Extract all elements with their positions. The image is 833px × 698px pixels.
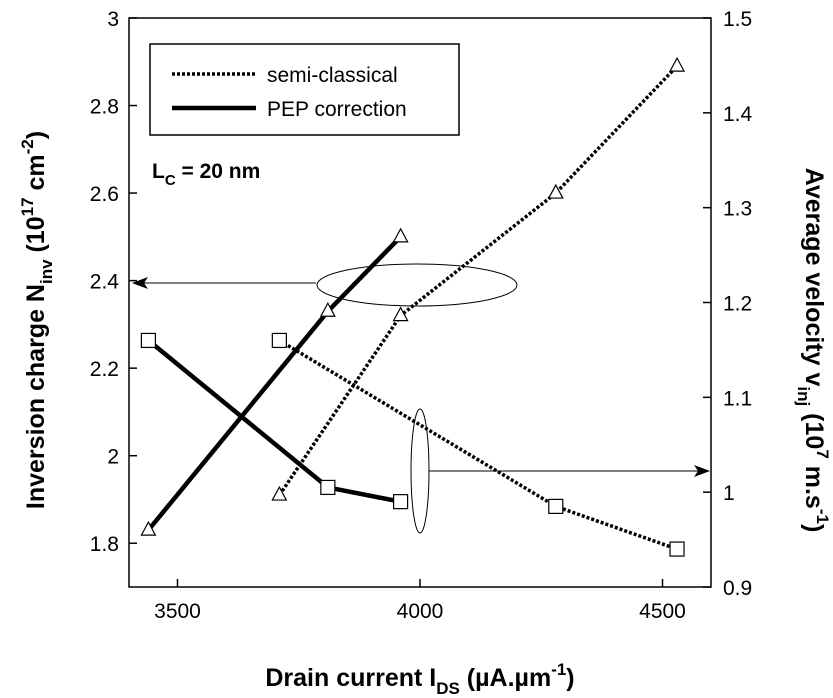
series-line-dotted-triangle <box>277 64 679 497</box>
triangle-marker <box>547 183 564 199</box>
square-marker <box>140 332 156 349</box>
y-left-axis-title: Inversion charge Ninv (1017 cm-2) <box>18 131 56 509</box>
callout-ellipse-left <box>316 263 518 307</box>
x-tick-label: 3500 <box>154 600 201 623</box>
square-marker <box>669 541 685 557</box>
legend: semi-classical PEP correction <box>149 43 460 136</box>
square-marker <box>393 494 409 510</box>
triangle-marker <box>669 56 686 72</box>
channel-length-annotation: LC = 20 nm <box>152 160 260 189</box>
y-left-tick-label: 3 <box>107 8 119 31</box>
square-marker <box>320 479 336 496</box>
y-right-axis-title: Average velocity vinj (107 m.s-1) <box>794 168 832 533</box>
y-left-tick-label: 2.4 <box>90 271 120 294</box>
y-right-tick-label: 1 <box>723 482 735 505</box>
right-axis-callout <box>410 408 710 534</box>
left-axis-callout <box>132 263 518 307</box>
triangle-marker <box>319 301 336 317</box>
y-left-tick-label: 2.8 <box>90 96 119 119</box>
legend-box <box>149 43 460 136</box>
y-right-tick-label: 1.1 <box>723 387 752 410</box>
tick-layer: 3500 4000 4500 1.8 2 2.2 2.4 2.6 2.8 3 0.9 1 1.1 1.2 1… <box>90 8 753 623</box>
x-tick-label: 4500 <box>639 600 686 623</box>
y-left-tick-label: 2.6 <box>90 183 119 206</box>
y-left-tick-label: 2.2 <box>90 358 119 381</box>
y-right-tick-label: 1.5 <box>723 8 752 31</box>
y-right-tick-label: 1.3 <box>723 198 752 221</box>
x-tick-label: 4000 <box>397 600 444 623</box>
y-left-tick-label: 2 <box>107 446 119 469</box>
arrow-left-icon <box>132 277 148 289</box>
legend-label-pep-correction: PEP correction <box>267 98 407 121</box>
triangle-marker <box>140 520 157 536</box>
y-left-tick-label: 1.8 <box>90 533 119 556</box>
triangle-marker <box>392 227 409 243</box>
triangle-marker <box>392 306 409 322</box>
legend-label-semi-classical: semi-classical <box>267 64 398 87</box>
square-marker <box>271 332 287 349</box>
y-right-tick-label: 0.9 <box>723 577 752 600</box>
marker-layer <box>140 56 686 557</box>
y-right-tick-label: 1.2 <box>723 293 752 316</box>
x-axis-title: Drain current IDS (µA.µm-1) <box>265 660 574 698</box>
arrow-right-icon <box>694 465 710 477</box>
square-marker <box>548 498 564 514</box>
y-right-tick-label: 1.4 <box>723 103 753 126</box>
triangle-marker <box>271 485 288 501</box>
